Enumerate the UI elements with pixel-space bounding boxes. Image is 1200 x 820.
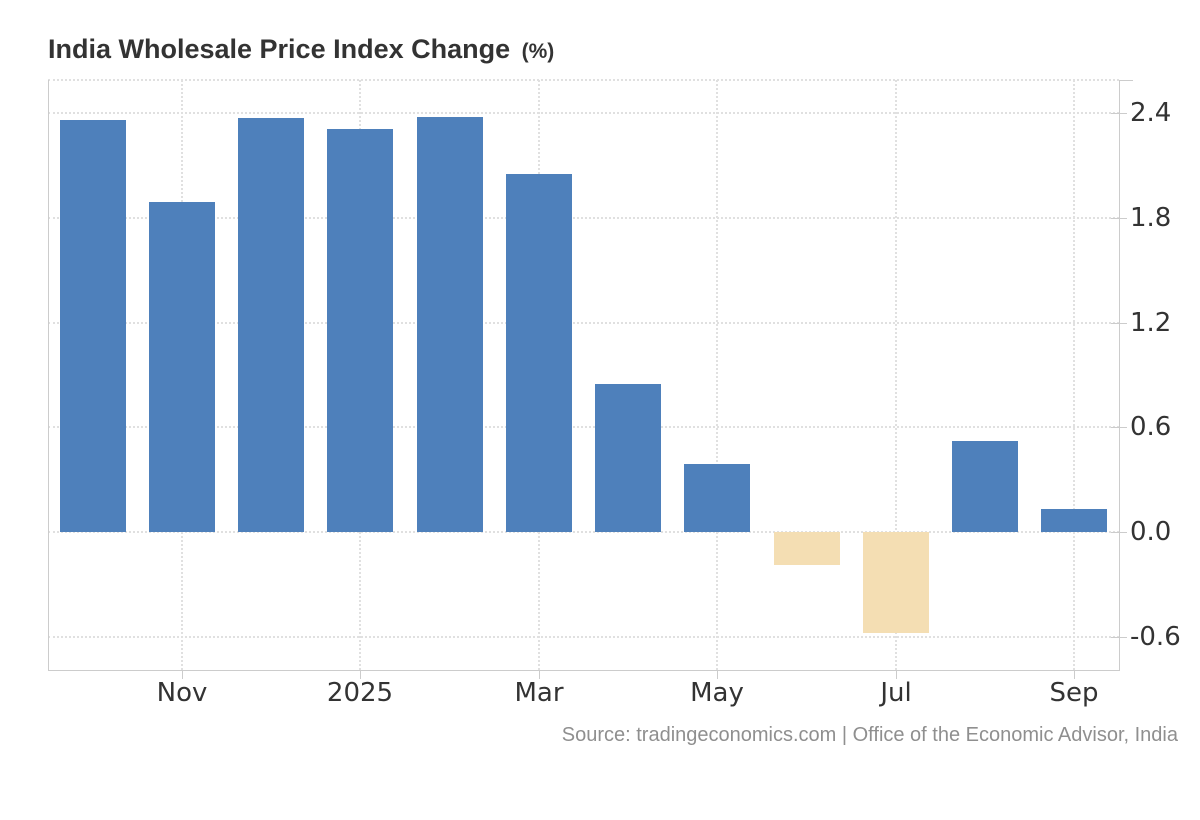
bar-feb-2025[interactable] <box>417 117 483 532</box>
x-axis-label: Jul <box>880 678 912 708</box>
bar-aug-2025[interactable] <box>952 441 1018 532</box>
x-axis-tick <box>539 670 540 679</box>
chart-title: India Wholesale Price Index Change (%) <box>48 34 554 65</box>
x-axis-tick <box>1074 670 1075 679</box>
x-gridline <box>895 80 897 670</box>
y-gridline <box>48 112 1119 114</box>
y-gridline <box>48 531 1119 533</box>
x-axis-tick <box>717 670 718 679</box>
x-axis-label: 2025 <box>326 678 394 708</box>
y-gridline <box>48 426 1119 428</box>
y-axis-label: 0.0 <box>1130 517 1172 547</box>
left-axis-line <box>48 80 49 670</box>
x-axis-label: Sep <box>1049 678 1099 708</box>
y-axis-label: -0.6 <box>1130 622 1181 652</box>
x-axis-tick <box>182 670 183 679</box>
y-axis-label: 1.2 <box>1130 308 1172 338</box>
bar-jun-2025[interactable] <box>774 532 840 565</box>
right-axis-line <box>1119 80 1120 670</box>
x-axis-label: Mar <box>514 678 564 708</box>
y-axis-label: 0.6 <box>1130 412 1172 442</box>
x-axis-label: May <box>690 678 744 708</box>
y-gridline <box>48 322 1119 324</box>
bar-may-2025[interactable] <box>684 464 750 532</box>
source-note: Source: tradingeconomics.com | Office of… <box>561 724 1178 746</box>
chart-title-unit: (%) <box>521 40 555 63</box>
chart-title-text: India Wholesale Price Index Change <box>48 34 511 64</box>
x-gridline <box>1073 80 1075 670</box>
plot-top-border <box>48 79 1119 81</box>
bar-sep-2025[interactable] <box>1041 509 1107 532</box>
bottom-axis-line <box>48 670 1120 671</box>
x-gridline <box>716 80 718 670</box>
x-axis-tick <box>896 670 897 679</box>
x-axis-label: Nov <box>156 678 208 708</box>
bar-jul-2025[interactable] <box>863 532 929 633</box>
bar-jan-2025[interactable] <box>327 129 393 532</box>
bar-dec-2024[interactable] <box>238 118 304 532</box>
bar-oct-2024[interactable] <box>60 120 126 532</box>
x-axis-tick <box>360 670 361 679</box>
y-gridline <box>48 217 1119 219</box>
bar-apr-2025[interactable] <box>595 384 661 532</box>
y-axis-top-tick <box>1119 80 1133 81</box>
bar-mar-2025[interactable] <box>506 174 572 532</box>
y-axis-label: 2.4 <box>1130 98 1172 128</box>
y-axis-label: 1.8 <box>1130 203 1172 233</box>
y-gridline <box>48 636 1119 638</box>
bar-nov-2024[interactable] <box>149 202 215 532</box>
